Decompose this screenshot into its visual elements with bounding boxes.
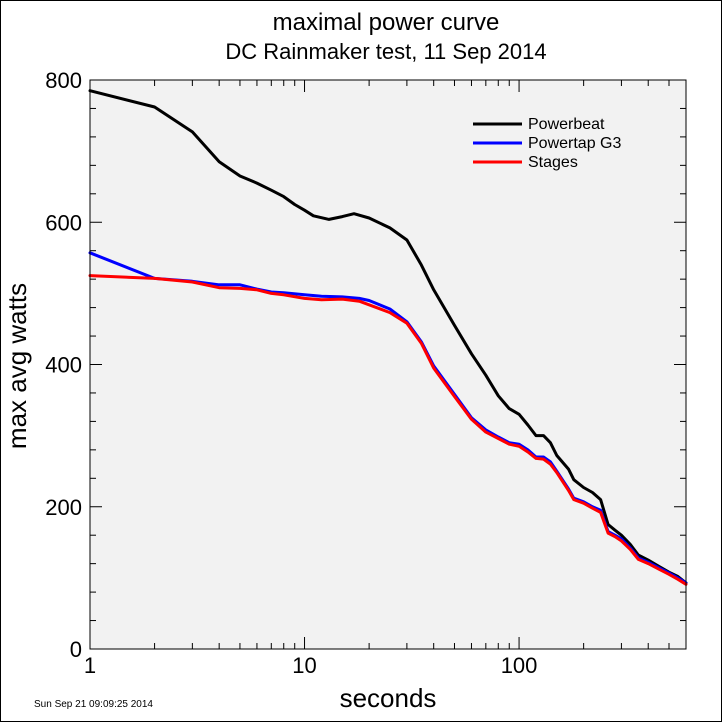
x-axis-label: seconds [340, 683, 437, 713]
y-tick-label: 0 [70, 637, 82, 662]
series-layer [88, 89, 688, 586]
x-tick-label: 100 [501, 653, 538, 678]
legend-label: Powerbeat [528, 116, 605, 133]
legend: Powerbeat Powertap G3 Stages [473, 116, 621, 171]
x-tick-label: 10 [292, 653, 316, 678]
x-tick-label: 1 [84, 653, 96, 678]
tick-labels: 0 200 400 600 800 1 10 100 [45, 68, 537, 678]
y-tick-label: 200 [45, 495, 82, 520]
chart-title: maximal power curve [273, 9, 500, 36]
series-line-powerbeat [88, 89, 688, 585]
y-tick-label: 800 [45, 68, 82, 93]
y-tick-label: 600 [45, 210, 82, 235]
ticks-layer [89, 79, 687, 650]
plot-area [90, 80, 686, 649]
series-line-stages [88, 274, 688, 586]
legend-label: Stages [528, 154, 578, 171]
chart-subtitle: DC Rainmaker test, 11 Sep 2014 [225, 39, 546, 64]
legend-label: Powertap G3 [528, 135, 621, 152]
y-axis-label: max avg watts [2, 283, 32, 449]
y-tick-label: 400 [45, 353, 82, 378]
timestamp-footer: Sun Sep 21 09:09:25 2014 [34, 699, 153, 710]
